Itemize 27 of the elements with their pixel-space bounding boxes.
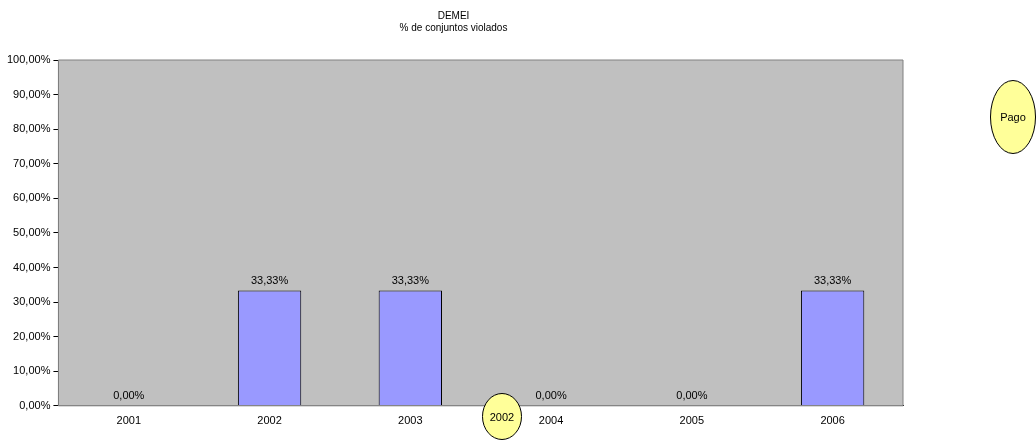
y-tick-label: 70,00%	[13, 156, 51, 169]
y-tick-label: 90,00%	[13, 87, 51, 100]
ellipse-note: Pago	[990, 80, 1036, 154]
y-tick-label: 30,00%	[13, 295, 51, 308]
y-tick-label: 10,00%	[13, 364, 51, 377]
x-tick-label: 2001	[116, 414, 142, 427]
data-label: 0,00%	[113, 389, 145, 402]
y-tick-label: 20,00%	[13, 329, 51, 342]
x-tick-label: 2003	[398, 414, 423, 427]
chart-subtitle: % de conjuntos violados	[399, 21, 508, 33]
data-label: 33,33%	[391, 274, 430, 287]
y-tick-label: 0,00%	[19, 398, 51, 411]
x-tick-label: 2005	[679, 414, 705, 427]
data-label: 33,33%	[250, 274, 289, 287]
chart-title: DEMEI	[437, 9, 470, 21]
data-label: 33,33%	[813, 274, 852, 287]
y-tick-label: 80,00%	[13, 122, 51, 135]
y-tick-label: 40,00%	[13, 260, 51, 273]
ellipse-note: 2002	[482, 393, 522, 440]
x-tick-label: 2004	[538, 414, 564, 427]
x-tick-label: 2006	[820, 414, 845, 427]
x-tick-label: 2002	[257, 414, 282, 427]
y-tick-label: 60,00%	[13, 191, 51, 204]
y-tick-label: 100,00%	[6, 53, 51, 66]
y-tick-label: 50,00%	[13, 225, 51, 238]
data-label: 0,00%	[535, 389, 567, 402]
data-label: 0,00%	[676, 389, 708, 402]
